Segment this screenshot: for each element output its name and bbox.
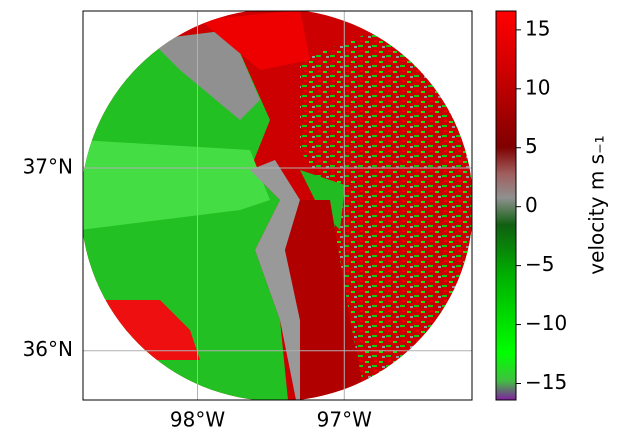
colorbar-tick-label: −5 — [525, 252, 554, 276]
y-tick-label: 37°N — [23, 155, 73, 179]
colorbar-tick-label: 0 — [525, 193, 538, 217]
colorbar-tick-label: 5 — [525, 134, 538, 158]
colorbar-tick-label: −10 — [525, 311, 567, 335]
colorbar-label: velocity m s₋₁ — [585, 135, 609, 274]
colorbar-tick-label: −15 — [525, 370, 567, 394]
x-tick-label: 97°W — [317, 408, 372, 432]
x-tick-label: 98°W — [170, 408, 225, 432]
y-tick-label: 36°N — [23, 337, 73, 361]
colorbar-tick-label: 15 — [525, 16, 550, 40]
map-frame — [82, 10, 473, 401]
graticule — [83, 11, 472, 400]
colorbar — [495, 10, 517, 401]
colorbar-tick-label: 10 — [525, 75, 550, 99]
radar-image — [83, 11, 472, 400]
